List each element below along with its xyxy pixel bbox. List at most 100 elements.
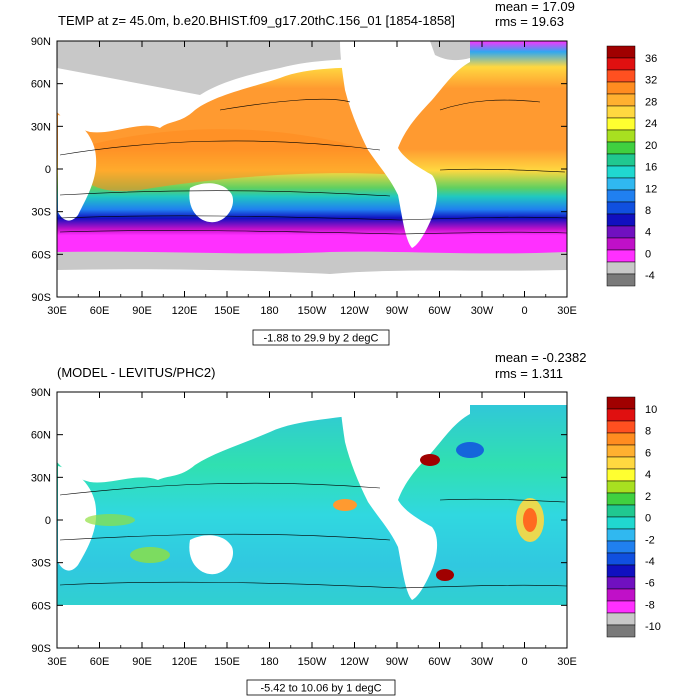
colorbar-swatch [606, 117, 636, 131]
colorbar-swatch [606, 261, 636, 275]
x-tick-label: 30W [471, 656, 494, 668]
colorbar-label: 0 [645, 513, 651, 525]
x-tick-label: 150W [298, 305, 327, 317]
y-tick-label: 60S [31, 249, 51, 261]
colorbar-swatch [606, 273, 636, 287]
contour [59, 533, 391, 541]
x-tick-label: 30E [557, 656, 577, 668]
x-tick-label: 150E [214, 656, 240, 668]
colorbar-label: -6 [645, 578, 655, 590]
colorbar-swatch [606, 480, 636, 494]
x-tick-label: 90W [386, 305, 409, 317]
colorbar-swatch [606, 456, 636, 470]
colorbar-swatch [606, 165, 636, 179]
contour [59, 230, 567, 235]
y-tick-label: 60N [31, 79, 51, 91]
x-tick-label: 180 [260, 656, 278, 668]
colorbar-swatch [606, 612, 636, 626]
panel1-rms: rms = 19.63 [495, 14, 564, 29]
colorbar-label: 6 [645, 447, 651, 459]
australia [189, 183, 234, 223]
colorbar-swatch [606, 93, 636, 107]
colorbar-swatch [606, 492, 636, 506]
y-tick-label: 0 [45, 515, 51, 527]
x-tick-label: 120E [172, 656, 198, 668]
colorbar-label: 10 [645, 404, 657, 416]
colorbar-swatch [606, 69, 636, 83]
colorbar-swatch [606, 576, 636, 590]
contour [439, 168, 566, 173]
contour [59, 190, 391, 197]
colorbar-swatch [606, 420, 636, 434]
x-tick-label: 90E [132, 656, 152, 668]
x-tick-label: 60W [428, 305, 451, 317]
colorbar-label: -4 [645, 270, 655, 282]
arctic [57, 41, 420, 95]
contour [439, 99, 541, 111]
x-tick-label: 0 [521, 305, 527, 317]
panel2-axes: 30E 60E 90E 120E 150E 180 150W 120W 90W 60W 30W 0 30… [31, 387, 577, 668]
colorbar-swatch [606, 540, 636, 554]
x-tick-label: 90E [132, 305, 152, 317]
anomaly [420, 454, 440, 466]
anomaly [333, 499, 357, 511]
colorbar-label: -2 [645, 534, 655, 546]
colorbar-label: 0 [645, 248, 651, 260]
americas [340, 41, 470, 248]
colorbar-swatch [606, 516, 636, 530]
y-tick-label: 30N [31, 472, 51, 484]
colorbar-swatch [606, 81, 636, 95]
colorbar-label: 4 [645, 227, 651, 239]
anomaly [85, 514, 135, 526]
panel1-colorbar: 36 32 28 24 20 16 12 8 4 0 -4 [606, 45, 657, 287]
x-tick-label: 0 [521, 656, 527, 668]
contour [59, 581, 567, 589]
colorbar-label: 36 [645, 53, 657, 65]
colorbar-swatch [606, 57, 636, 71]
x-tick-label: 120W [340, 656, 369, 668]
difference-panel: (MODEL - LEVITUS/PHC2) mean = -0.2382 rm… [31, 350, 661, 696]
x-tick-label: 120W [340, 305, 369, 317]
africa [58, 115, 97, 221]
colorbar-label: 4 [645, 469, 651, 481]
colorbar-label: -10 [645, 621, 661, 633]
colorbar-swatch [606, 141, 636, 155]
colorbar-swatch [606, 444, 636, 458]
x-tick-label: 60E [90, 305, 110, 317]
colorbar-swatch [606, 468, 636, 482]
colorbar-label: 32 [645, 75, 657, 87]
colorbar-swatch [606, 504, 636, 518]
panel1-range-box [252, 329, 390, 346]
colorbar-swatch [606, 600, 636, 614]
x-tick-label: 30E [47, 305, 67, 317]
y-tick-label: 90S [31, 643, 51, 655]
contour [219, 98, 351, 111]
colorbar-swatch [606, 396, 636, 410]
y-tick-label: 60S [31, 600, 51, 612]
panel2-range-label: -5.42 to 10.06 by 1 degC [260, 683, 381, 695]
colorbar-label: 8 [645, 205, 651, 217]
colorbar-swatch [606, 237, 636, 251]
australia [189, 535, 234, 575]
colorbar-label: 16 [645, 162, 657, 174]
y-tick-label: 90N [31, 387, 51, 399]
y-tick-label: 90N [31, 36, 51, 48]
panel1-map [57, 41, 567, 297]
colorbar-swatch [606, 552, 636, 566]
y-tick-label: 30S [31, 558, 51, 570]
panel1-range-label: -1.88 to 29.9 by 2 degC [264, 333, 379, 345]
colorbar-label: 8 [645, 426, 651, 438]
panel1-title: TEMP at z= 45.0m, b.e20.BHIST.f09_g17.20… [58, 13, 455, 28]
x-tick-label: 150W [298, 656, 327, 668]
temperature-panel: TEMP at z= 45.0m, b.e20.BHIST.f09_g17.20… [31, 0, 657, 346]
anomaly [130, 547, 170, 563]
contour [59, 140, 381, 156]
colorbar-swatch [606, 213, 636, 227]
x-tick-label: 120E [172, 305, 198, 317]
colorbar-swatch [606, 189, 636, 203]
anomaly [523, 508, 537, 532]
colorbar-swatch [606, 225, 636, 239]
colorbar-label: 28 [645, 96, 657, 108]
anomaly [436, 569, 454, 581]
